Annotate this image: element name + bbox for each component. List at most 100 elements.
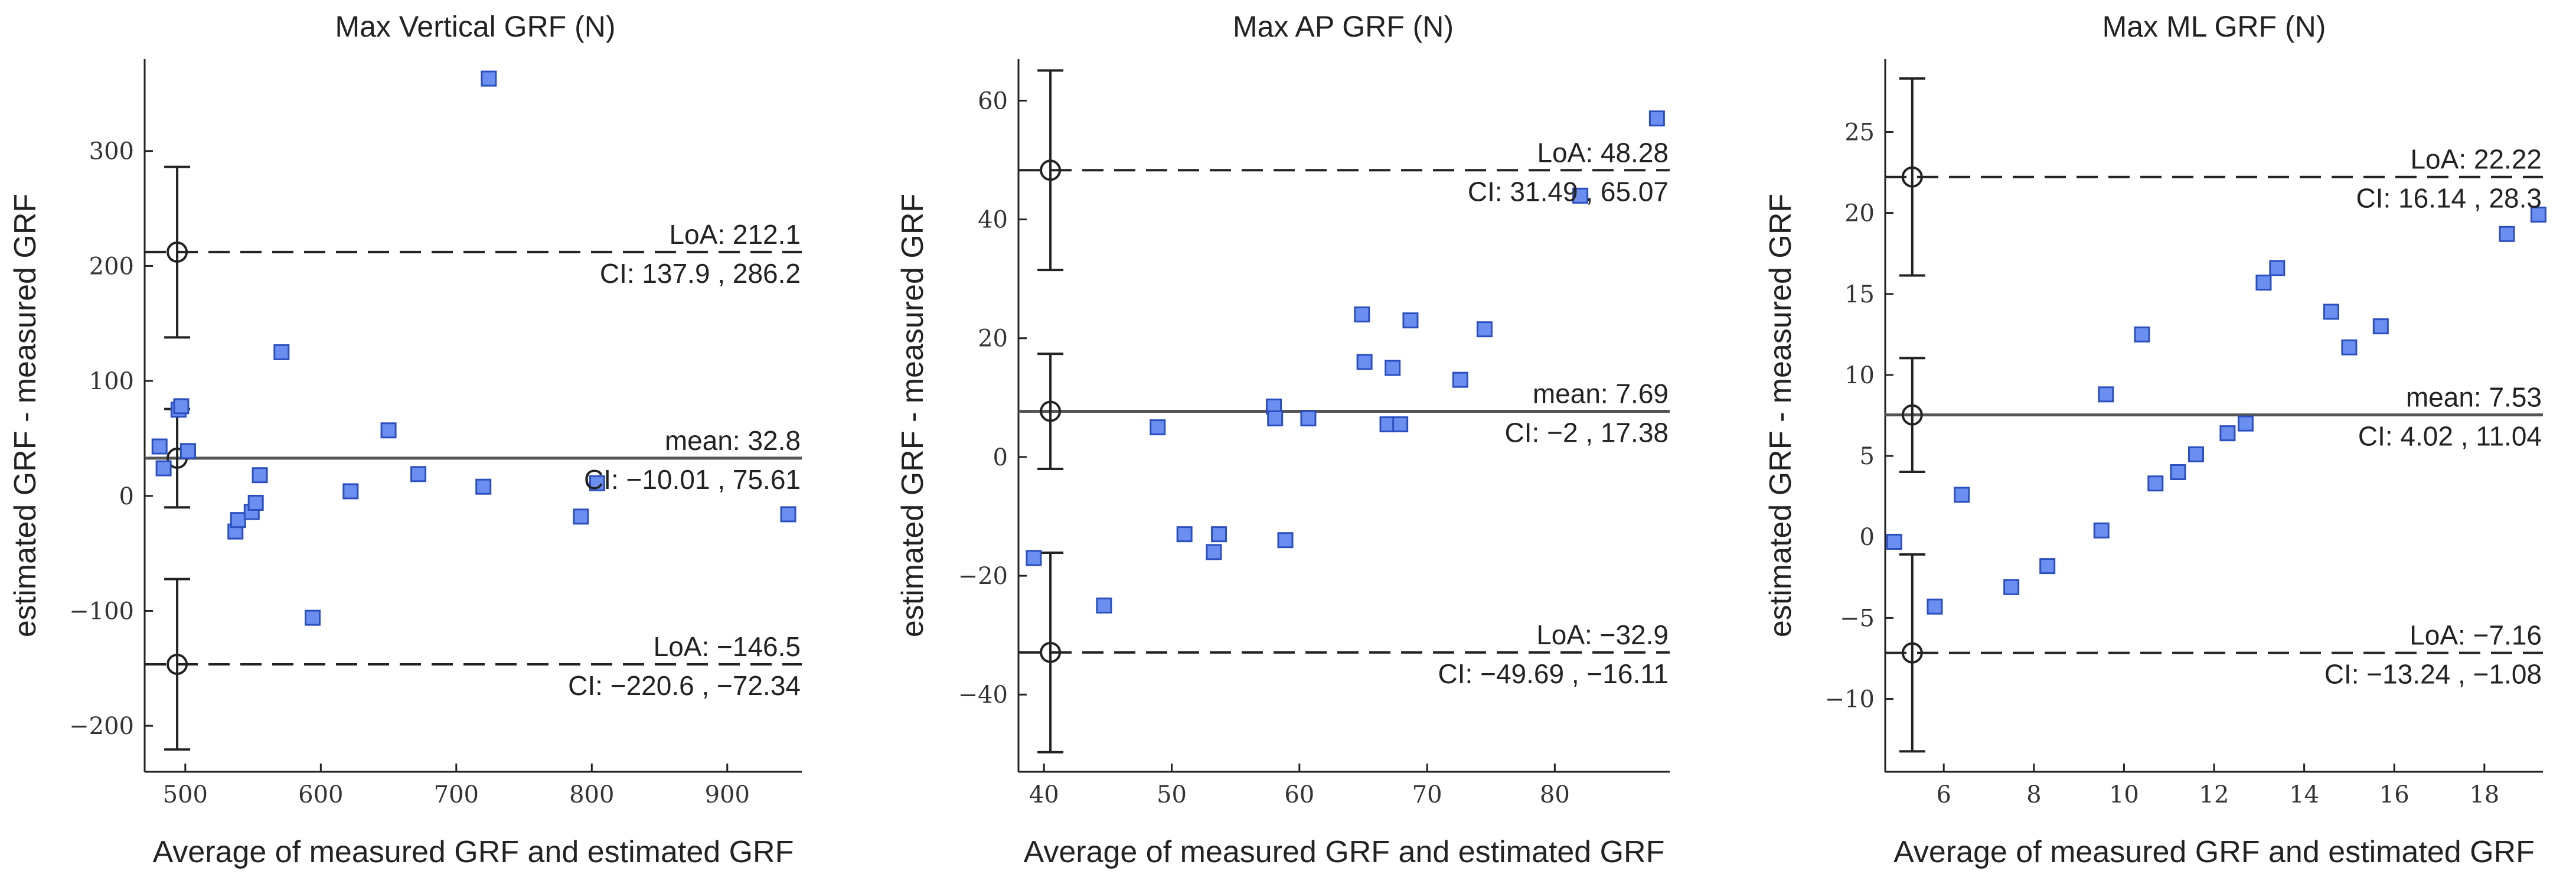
data-point [1402,312,1419,329]
mean-ci-label: CI: −10.01 , 75.61 [584,464,801,495]
y-tick-label: 0 [993,444,1008,471]
data-point [2093,522,2110,539]
data-point [1096,597,1112,614]
data-point [179,443,196,459]
data-point [1206,544,1222,560]
data-point [1648,110,1665,127]
data-point [1927,598,1943,615]
loa-upper-marker [1901,166,1923,188]
panel-1: Max Vertical GRF (N) 500 600 700 800 900 −200 −… [8,10,802,869]
data-point [2341,339,2358,355]
x-tick-label: 900 [705,781,750,808]
data-point [2255,275,2272,291]
y-tick-label: 0 [119,483,134,510]
y-tick-label: 25 [1844,119,1875,146]
panel-2: Max AP GRF (N) 40 50 60 70 80 −40 −20 0 20 40 60 Ave… [896,10,1670,869]
data-point [2530,206,2546,223]
data-point [1954,487,1970,503]
loa-upper-label: LoA: 22.22 [2410,144,2542,175]
y-tick-label: 60 [978,87,1008,115]
data-point [2147,475,2164,492]
loa-lower-label: LoA: −7.16 [2410,620,2542,651]
x-tick-label: 40 [1029,781,1059,808]
data-point [380,422,397,439]
data-point [151,438,168,455]
y-tick-label: 20 [1844,200,1875,227]
data-point [2269,260,2286,276]
y-tick-label: −10 [1825,686,1875,713]
y-tick-label: 200 [89,253,134,280]
x-tick-label: 60 [1284,781,1314,808]
data-point [1211,526,1227,543]
x-tick-label: 10 [2109,781,2139,808]
x-tick-label: 14 [2289,781,2319,808]
y-tick-label: −40 [958,681,1008,709]
data-point [2003,579,2020,595]
y-tick-label: −200 [69,713,134,740]
mean-marker [1901,404,1923,426]
data-point [481,70,497,87]
data-point [1354,306,1370,323]
x-axis-label: Average of measured GRF and estimated GR… [153,835,794,869]
data-point [2188,446,2204,462]
x-axis-label: Average of measured GRF and estimated GR… [1024,835,1665,869]
x-tick-label: 8 [2026,781,2041,808]
data-point [252,467,268,484]
data-point [1476,321,1493,338]
mean-ci-label: CI: −2 , 17.38 [1505,417,1669,448]
loa-upper-label: LoA: 48.28 [1537,137,1669,168]
x-tick-label: 80 [1540,781,1570,808]
y-tick-label: 5 [1860,443,1875,470]
data-point [1452,371,1468,388]
x-tick-label: 500 [163,781,208,808]
y-tick-label: −5 [1840,605,1875,632]
data-point [2098,386,2114,403]
x-axis-label: Average of measured GRF and estimated GR… [1893,835,2535,869]
data-point [780,506,796,523]
data-point [1026,550,1042,566]
y-axis-label: estimated GRF - measured GRF [1764,194,1798,637]
data-point [2039,558,2056,575]
loa-lower-marker [166,653,188,675]
loa-upper-marker [1040,159,1062,181]
loa-upper-ci-label: CI: 16.14 , 28.3 [2356,183,2542,214]
data-point [589,475,605,491]
mean-label: mean: 7.69 [1533,379,1669,409]
data-point [2499,226,2515,242]
loa-upper-ci-label: CI: 31.49 , 65.07 [1468,176,1669,207]
loa-lower-ci-label: CI: −49.69 , −16.11 [1438,658,1669,689]
mean-marker [1040,400,1062,422]
panel-title: Max ML GRF (N) [2102,10,2326,43]
y-tick-label: 40 [978,207,1008,234]
mean-label: mean: 32.8 [665,425,801,456]
data-point [2372,318,2389,335]
mean-label: mean: 7.53 [2406,382,2542,413]
data-point [2219,425,2236,442]
data-point [1277,532,1294,549]
data-point [1267,410,1284,427]
data-point [1356,354,1373,370]
data-point [1886,533,1902,550]
data-point [2170,464,2186,481]
x-tick-label: 600 [298,781,343,808]
x-tick-label: 50 [1157,781,1187,808]
panel-title: Max AP GRF (N) [1233,10,1454,43]
panel-3: Max ML GRF (N) 6 8 10 12 14 16 18 −10 −5 0 5 10 15 20 2… [1764,10,2546,869]
x-tick-label: 6 [1936,781,1951,808]
x-tick-label: 700 [434,781,479,808]
data-point [2237,415,2254,432]
data-point [1385,360,1401,376]
data-point [230,512,246,529]
data-point [273,344,290,360]
y-tick-label: −20 [958,563,1008,590]
loa-upper-label: LoA: 212.1 [669,219,801,250]
data-point [1150,419,1166,436]
data-point [1176,526,1193,543]
loa-lower-ci-label: CI: −220.6 , −72.34 [568,670,801,701]
data-point [305,609,321,626]
x-tick-label: 70 [1412,781,1442,808]
data-point [173,398,190,415]
y-tick-label: −100 [69,598,134,625]
data-point [1300,410,1317,427]
